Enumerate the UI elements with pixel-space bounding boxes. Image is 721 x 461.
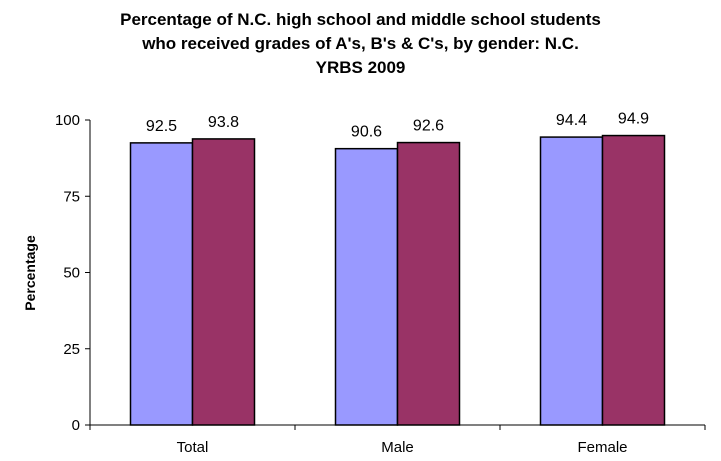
data-label: 92.6 — [413, 118, 444, 135]
x-category-label: Total — [177, 439, 209, 456]
y-tick-label: 75 — [63, 188, 80, 205]
data-label: 92.5 — [146, 118, 177, 135]
chart-title-line-2: who received grades of A's, B's & C's, b… — [142, 34, 579, 53]
y-axis-label: Percentage — [22, 235, 38, 311]
x-category-label: Female — [577, 439, 627, 456]
data-label: 94.9 — [618, 111, 649, 128]
y-tick-label: 100 — [55, 112, 80, 129]
data-label: 93.8 — [208, 114, 239, 131]
x-category-label: Male — [381, 439, 414, 456]
y-tick-label: 25 — [63, 341, 80, 358]
data-label: 90.6 — [351, 124, 382, 141]
bar-total-series-1 — [129, 142, 194, 426]
bar-female-series-1 — [539, 136, 604, 426]
y-tick-label: 0 — [72, 417, 80, 434]
chart-title-line-1: Percentage of N.C. high school and middl… — [120, 10, 601, 29]
y-tick-label: 50 — [63, 265, 80, 282]
bar-male-series-1 — [334, 147, 399, 426]
bar-male-series-2 — [396, 141, 461, 426]
chart-title: Percentage of N.C. high school and middl… — [60, 8, 661, 80]
bar-female-series-2 — [601, 134, 666, 426]
data-label: 94.4 — [556, 112, 587, 129]
chart-title-line-3: YRBS 2009 — [315, 58, 406, 77]
bar-total-series-2 — [191, 138, 256, 426]
